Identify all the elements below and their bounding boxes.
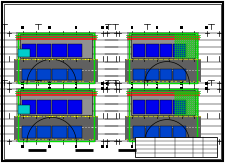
Bar (48, 145, 51, 148)
Bar (131, 145, 133, 148)
Bar (22, 126, 36, 138)
Bar (106, 87, 108, 89)
Bar (133, 126, 145, 138)
Bar (75, 26, 77, 29)
Bar (125, 116, 201, 140)
Bar (133, 100, 145, 114)
Bar (173, 126, 186, 138)
Bar (133, 44, 145, 57)
Bar (127, 88, 199, 142)
Bar (129, 89, 197, 141)
Bar (146, 126, 159, 138)
Bar (173, 100, 186, 114)
Bar (129, 33, 197, 83)
Bar (133, 69, 145, 80)
Bar (22, 44, 36, 57)
Bar (146, 69, 159, 80)
Bar (48, 26, 51, 29)
Bar (52, 44, 67, 57)
Bar (18, 33, 94, 83)
Bar (131, 87, 133, 89)
Bar (68, 44, 82, 57)
Bar (146, 100, 159, 114)
Bar (18, 105, 30, 114)
Bar (160, 126, 172, 138)
Bar (20, 34, 92, 58)
Bar (160, 100, 172, 114)
Bar (37, 100, 52, 114)
Bar (22, 69, 36, 80)
Bar (101, 145, 104, 148)
Bar (160, 69, 172, 80)
Bar (135, 137, 217, 157)
Bar (131, 34, 195, 58)
Bar (68, 69, 82, 80)
Bar (146, 44, 159, 57)
Bar (205, 87, 208, 89)
Bar (155, 82, 158, 84)
Bar (173, 44, 186, 57)
Bar (173, 69, 186, 80)
Bar (127, 32, 199, 84)
Bar (106, 26, 108, 29)
Bar (75, 87, 77, 89)
Bar (180, 145, 183, 148)
Bar (16, 88, 96, 142)
Bar (18, 49, 30, 57)
Bar (16, 32, 96, 84)
Bar (21, 26, 24, 29)
Bar (14, 116, 98, 140)
Bar (155, 145, 158, 148)
Bar (131, 90, 195, 115)
Bar (52, 100, 67, 114)
Bar (106, 145, 108, 148)
Bar (37, 69, 52, 80)
Bar (131, 82, 133, 84)
Bar (21, 87, 24, 89)
Bar (101, 26, 104, 29)
Bar (160, 44, 172, 57)
Bar (205, 82, 208, 84)
Bar (180, 87, 183, 89)
Bar (125, 59, 201, 82)
Bar (180, 26, 183, 29)
Bar (155, 26, 158, 29)
Bar (20, 90, 92, 115)
Bar (22, 100, 36, 114)
Bar (37, 44, 52, 57)
Bar (75, 82, 77, 84)
Bar (68, 100, 82, 114)
Bar (101, 82, 104, 84)
Bar (48, 87, 51, 89)
Bar (48, 82, 51, 84)
Bar (101, 87, 104, 89)
Bar (18, 89, 94, 141)
Bar (21, 82, 24, 84)
Bar (131, 26, 133, 29)
Bar (21, 145, 24, 148)
Bar (68, 126, 82, 138)
Bar (52, 126, 67, 138)
Bar (205, 26, 208, 29)
Bar (106, 82, 108, 84)
Bar (37, 126, 52, 138)
Bar (205, 145, 208, 148)
Bar (155, 87, 158, 89)
Bar (52, 69, 67, 80)
Bar (180, 82, 183, 84)
Bar (14, 59, 98, 82)
Bar (75, 145, 77, 148)
